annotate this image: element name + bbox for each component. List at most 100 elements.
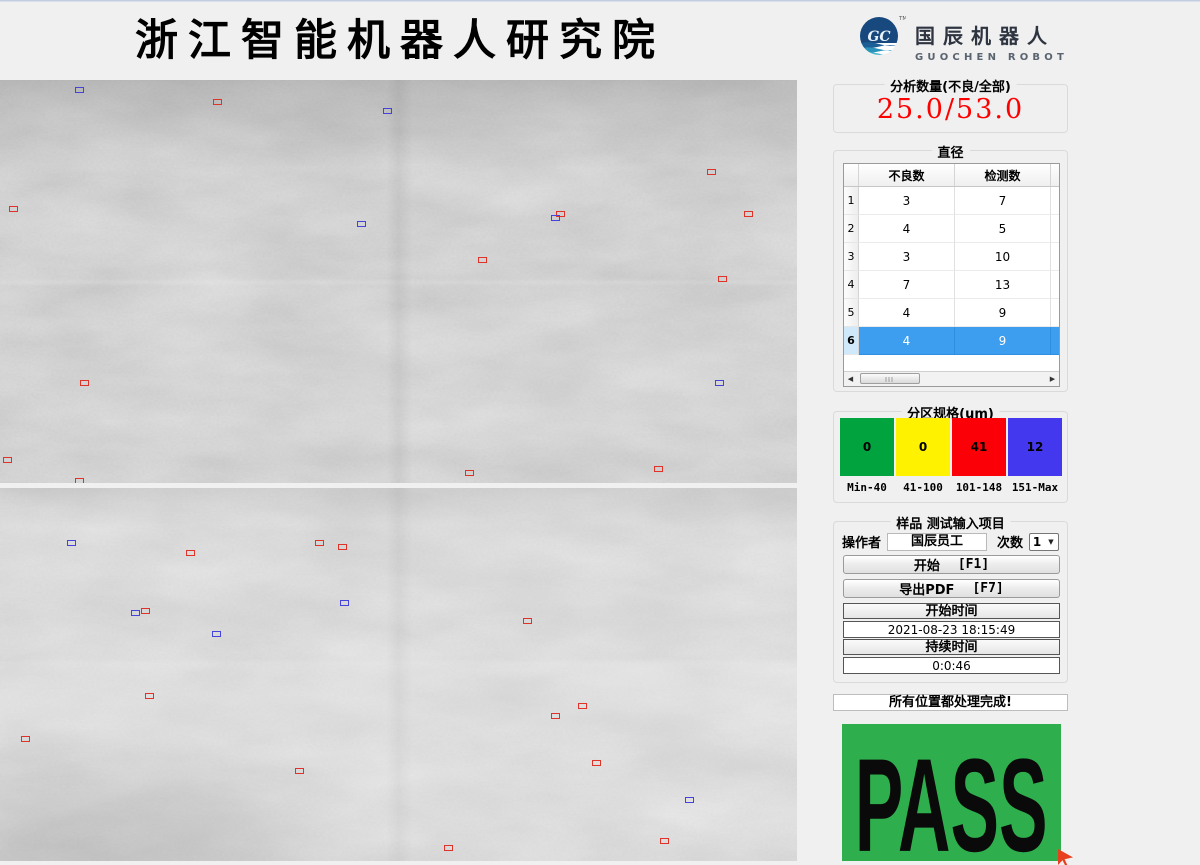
row-index: 3 xyxy=(844,243,859,271)
defect-marker-red xyxy=(75,478,84,483)
scroll-right-icon[interactable]: ▶ xyxy=(1049,374,1056,383)
mouse-cursor-icon xyxy=(1058,849,1073,865)
column-header-bad: 不良数 xyxy=(859,164,955,186)
defect-marker-blue xyxy=(383,108,392,114)
count-value: 1 xyxy=(1032,534,1042,549)
table-row[interactable]: 4 7 13 xyxy=(844,271,1059,299)
table-row[interactable]: 3 3 10 xyxy=(844,243,1059,271)
logo-monogram: GC xyxy=(867,29,890,45)
zone-range-label: Min-40 xyxy=(847,481,887,494)
defect-marker-red xyxy=(707,169,716,175)
company-logo: GC TM 国辰机器人 GUOCHEN ROBOT xyxy=(858,13,1068,63)
defect-marker-blue xyxy=(67,540,76,546)
analysis-count-value: 25.0/53.0 xyxy=(876,94,1025,125)
defect-marker-red xyxy=(315,540,324,546)
defect-marker-blue xyxy=(551,215,560,221)
defect-marker-blue xyxy=(75,87,84,93)
defect-marker-blue xyxy=(212,631,221,637)
zone-squares: 0 0 41 12 xyxy=(840,418,1062,476)
defect-marker-red xyxy=(592,760,601,766)
scroll-left-icon[interactable]: ◀ xyxy=(847,374,854,383)
logo-text: 国辰机器人 GUOCHEN ROBOT xyxy=(915,13,1068,63)
duration-value: 0:0:46 xyxy=(843,657,1060,674)
cell-detect-count: 9 xyxy=(955,327,1051,355)
table-corner-cell xyxy=(844,164,859,186)
cell-detect-count: 5 xyxy=(955,215,1051,243)
diameter-group-title: 直径 xyxy=(931,142,970,161)
sample-group-title: 样品 测试输入项目 xyxy=(890,513,1011,532)
count-dropdown[interactable]: 1 ▼ xyxy=(1029,532,1059,551)
image-shading xyxy=(0,488,797,861)
camera-image-bottom xyxy=(0,488,797,861)
zone-labels: Min-40 41-100 101-148 151-Max xyxy=(840,481,1062,494)
defect-marker-red xyxy=(145,693,154,699)
window-top-border xyxy=(0,0,1200,2)
diameter-table[interactable]: 不良数 检测数 1 3 7 2 4 5 3 3 10 4 7 13 5 4 9 6 4 9 ◀ ▶ xyxy=(843,163,1060,387)
export-pdf-button[interactable]: 导出PDF [F7] xyxy=(843,579,1060,598)
duration-label: 持续时间 xyxy=(843,639,1060,655)
defect-marker-blue xyxy=(131,610,140,616)
defect-marker-blue xyxy=(340,600,349,606)
defect-marker-red xyxy=(556,211,565,217)
logo-name-en: GUOCHEN ROBOT xyxy=(915,52,1068,63)
cell-filler xyxy=(1051,243,1059,271)
defect-marker-blue xyxy=(685,797,694,803)
defect-marker-red xyxy=(213,99,222,105)
defect-marker-red xyxy=(718,276,727,282)
operator-row: 操作者 次数 1 ▼ xyxy=(842,532,1059,551)
logo-tm: TM xyxy=(898,16,906,22)
row-index: 5 xyxy=(844,299,859,327)
sample-input-group: 样品 测试输入项目 操作者 次数 1 ▼ 开始 [F1] 导出PDF [F7] … xyxy=(833,513,1068,683)
start-time-value: 2021-08-23 18:15:49 xyxy=(843,621,1060,638)
chevron-down-icon: ▼ xyxy=(1048,537,1054,546)
start-time-label: 开始时间 xyxy=(843,603,1060,619)
cell-detect-count: 9 xyxy=(955,299,1051,327)
pass-result-text: PASS xyxy=(855,730,1048,861)
cell-bad-count: 3 xyxy=(859,187,955,215)
defect-markers-layer xyxy=(0,80,797,483)
row-index: 2 xyxy=(844,215,859,243)
defect-marker-red xyxy=(744,211,753,217)
cell-filler xyxy=(1051,271,1059,299)
analysis-count-group: 分析数量(不良/全部) 25.0/53.0 xyxy=(833,76,1068,133)
zone-range-label: 101-148 xyxy=(955,481,1003,494)
cell-bad-count: 4 xyxy=(859,215,955,243)
cell-filler xyxy=(1051,215,1059,243)
cell-bad-count: 4 xyxy=(859,299,955,327)
defect-marker-red xyxy=(9,206,18,212)
start-button[interactable]: 开始 [F1] xyxy=(843,555,1060,574)
partition-spec-group: 分区规格(um) 0 0 41 12 Min-40 41-100 101-148 151-M… xyxy=(833,403,1068,503)
table-empty-area xyxy=(844,355,1059,371)
defect-marker-red xyxy=(578,703,587,709)
defect-marker-red xyxy=(478,257,487,263)
horizontal-scrollbar[interactable]: ◀ ▶ xyxy=(844,371,1059,386)
defect-marker-red xyxy=(465,470,474,476)
cell-detect-count: 10 xyxy=(955,243,1051,271)
cell-filler xyxy=(1051,187,1059,215)
defect-markers-layer xyxy=(0,488,797,861)
defect-marker-red xyxy=(141,608,150,614)
operator-input[interactable] xyxy=(887,532,988,551)
cell-detect-count: 13 xyxy=(955,271,1051,299)
defect-marker-red xyxy=(523,618,532,624)
guochen-logo-icon: GC TM xyxy=(860,16,906,55)
zone-count-box: 12 xyxy=(1008,418,1062,476)
defect-marker-blue xyxy=(357,221,366,227)
surface-texture xyxy=(0,488,797,861)
cell-bad-count: 3 xyxy=(859,243,955,271)
defect-marker-red xyxy=(660,838,669,844)
zone-count-box: 41 xyxy=(952,418,1006,476)
scrollbar-thumb[interactable] xyxy=(860,373,920,384)
row-index: 1 xyxy=(844,187,859,215)
table-header-row: 不良数 检测数 xyxy=(844,164,1059,187)
row-index: 4 xyxy=(844,271,859,299)
defect-marker-red xyxy=(444,845,453,851)
camera-image-top xyxy=(0,80,797,483)
cell-filler xyxy=(1051,327,1059,355)
row-index: 6 xyxy=(844,327,859,355)
defect-marker-blue xyxy=(715,380,724,386)
